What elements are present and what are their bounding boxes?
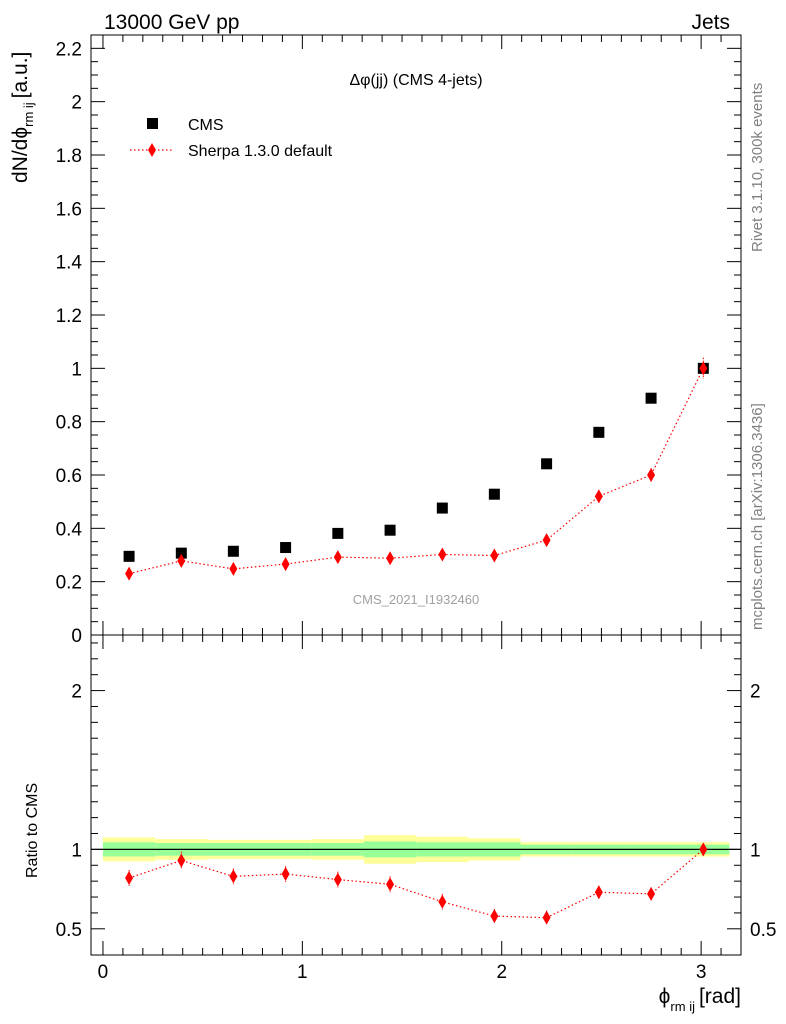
sherpa-point <box>594 489 603 504</box>
x-tick-label: 0 <box>98 962 109 983</box>
ratio-sherpa-point <box>229 869 238 884</box>
header-right: Jets <box>691 11 730 34</box>
sherpa-point <box>125 566 134 581</box>
xlabel: ϕrm ij [rad] <box>659 985 741 1014</box>
xlabel-main: ϕ <box>659 985 671 1008</box>
ratio-sherpa-point <box>177 853 186 868</box>
sherpa-line <box>128 368 704 575</box>
ratio-sherpa-point <box>386 877 395 892</box>
ratio-sherpa-point <box>281 867 290 882</box>
ratio-y-tick-label-right: 2 <box>750 682 761 703</box>
legend-cms-marker <box>147 118 158 129</box>
ratio-panel: 0.5 0.5 1 1 2 2 0 1 2 3 Ratio to CMS ϕrm ij [rad] <box>24 634 776 1014</box>
ratio-sherpa-point <box>594 885 603 900</box>
y-tick-label: 1.8 <box>56 146 82 167</box>
x-tick-label: 1 <box>297 962 308 983</box>
y-tick-label: 1.6 <box>56 199 82 220</box>
ratio-ylabel: Ratio to CMS <box>24 783 41 878</box>
ratio-y-tick-label-right: 0.5 <box>750 920 776 941</box>
xlabel-sub: rm ij <box>670 999 695 1014</box>
ratio-frame <box>90 634 742 956</box>
cms-point <box>436 502 448 514</box>
ratio-sherpa-point <box>125 870 134 885</box>
ratio-sherpa-point <box>542 910 551 925</box>
y-tick-label: 1 <box>71 359 82 380</box>
main-ylabel-unit: [a.u.] <box>9 52 32 99</box>
cms-point <box>175 547 187 559</box>
y-tick-label: 0 <box>71 626 82 647</box>
y-tick-label: 2.2 <box>56 39 82 60</box>
ratio-y-tick-label-left: 0.5 <box>56 920 82 941</box>
sherpa-point <box>490 548 499 563</box>
x-tick-label: 2 <box>496 962 507 983</box>
cms-point <box>123 550 135 562</box>
sherpa-point <box>438 547 447 562</box>
cms-point <box>280 542 292 554</box>
y-tick-label: 0.4 <box>56 519 83 540</box>
legend-cms-label: CMS <box>188 117 224 134</box>
legend-sherpa-marker <box>148 143 156 157</box>
main-panel: 0 0.2 0.4 0.6 0.8 1 1.2 1.4 1.6 1.8 2 2.2 Δφ(jj) (C… <box>9 34 742 647</box>
sherpa-point <box>333 550 342 565</box>
y-tick-label: 0.8 <box>56 413 82 434</box>
ratio-sherpa-point <box>333 872 342 887</box>
ratio-sherpa-point <box>647 886 656 901</box>
header-left: 13000 GeV pp <box>104 11 239 34</box>
sherpa-point <box>699 361 708 376</box>
main-title: Δφ(jj) (CMS 4-jets) <box>349 72 482 89</box>
mcplots-label: mcplots.cern.ch [arXiv:1306.3436] <box>749 403 766 630</box>
cms-point <box>227 545 239 557</box>
y-tick-label: 1.2 <box>56 306 82 327</box>
cms-point <box>541 458 553 470</box>
ratio-marks: 0.5 0.5 1 1 2 2 0 1 2 3 <box>56 635 776 983</box>
cms-point <box>332 527 344 539</box>
cms-point <box>488 488 500 500</box>
legend-sherpa-label: Sherpa 1.3.0 default <box>188 143 333 160</box>
ratio-y-tick-label-left: 2 <box>71 682 82 703</box>
legend: CMS Sherpa 1.3.0 default <box>130 117 333 160</box>
cms-point <box>645 392 657 404</box>
watermark: CMS_2021_I1932460 <box>353 592 480 607</box>
ratio-y-tick-label-left: 1 <box>71 840 82 861</box>
y-tick-label: 0.6 <box>56 466 82 487</box>
ratio-y-tick-label-right: 1 <box>750 840 761 861</box>
sherpa-point <box>647 468 656 482</box>
main-ylabel: dN/dϕrm ij [a.u.] <box>9 52 36 183</box>
main-marks: 0 0.2 0.4 0.6 0.8 1 1.2 1.4 1.6 1.8 2 2.2 <box>56 34 741 647</box>
cms-point <box>593 426 605 438</box>
sherpa-point <box>229 561 238 576</box>
cms-point <box>384 524 396 536</box>
ratio-sherpa-line <box>128 848 704 919</box>
sherpa-point <box>386 551 395 566</box>
ratio-sherpa-point <box>699 842 708 857</box>
y-tick-label: 0.2 <box>56 573 82 594</box>
main-ylabel-main: dN/dϕ <box>9 127 32 183</box>
rivet-label: Rivet 3.1.10, 300k events <box>749 83 766 252</box>
y-tick-label: 2 <box>71 93 82 114</box>
x-tick-label: 3 <box>696 962 707 983</box>
xlabel-unit: [rad] <box>699 985 741 1008</box>
sherpa-point <box>281 557 290 572</box>
main-ylabel-sub: rm ij <box>21 102 36 127</box>
ratio-sherpa-point <box>490 909 499 924</box>
y-tick-label: 1.4 <box>56 253 83 274</box>
ratio-sherpa-point <box>438 894 447 909</box>
sherpa-point <box>542 533 551 548</box>
sherpa-point <box>177 553 186 568</box>
